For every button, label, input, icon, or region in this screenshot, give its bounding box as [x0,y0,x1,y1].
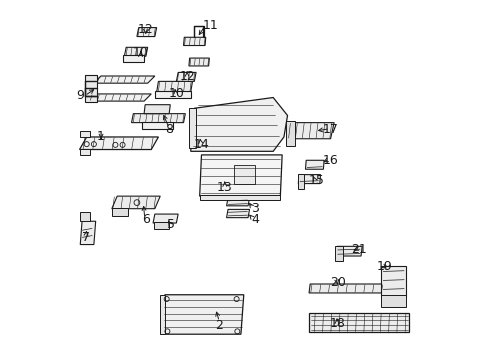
Polygon shape [298,175,320,184]
Polygon shape [156,81,192,92]
Polygon shape [335,246,362,256]
Polygon shape [94,76,155,83]
Polygon shape [183,37,205,45]
Polygon shape [153,214,178,223]
Polygon shape [381,296,405,307]
Text: 10: 10 [132,46,148,59]
Polygon shape [80,149,90,154]
Text: 4: 4 [251,213,259,226]
Polygon shape [142,122,172,129]
Polygon shape [199,195,280,201]
Text: 12: 12 [179,69,195,82]
Text: 12: 12 [138,23,153,36]
Polygon shape [124,47,147,56]
Polygon shape [188,58,209,66]
Polygon shape [80,212,90,221]
Polygon shape [287,123,333,139]
Polygon shape [285,121,294,146]
Polygon shape [154,222,169,229]
Text: 14: 14 [193,138,209,150]
Polygon shape [305,160,324,169]
Text: 11: 11 [202,19,218,32]
Text: 10: 10 [168,87,184,100]
Polygon shape [199,155,282,196]
Text: 21: 21 [351,243,366,256]
Polygon shape [112,208,128,216]
Polygon shape [334,246,343,261]
Text: 17: 17 [322,123,338,136]
Text: 9: 9 [76,89,84,102]
Polygon shape [137,28,156,37]
Text: 2: 2 [215,319,223,332]
Polygon shape [80,221,96,244]
Polygon shape [176,72,196,81]
Polygon shape [233,165,255,184]
Text: 6: 6 [142,213,149,226]
Polygon shape [80,131,90,137]
Polygon shape [226,198,249,206]
Text: 18: 18 [329,317,345,330]
Polygon shape [131,114,185,123]
Polygon shape [162,295,244,334]
Text: 7: 7 [82,231,90,244]
Polygon shape [160,295,164,334]
Text: 8: 8 [165,123,173,136]
Text: 13: 13 [217,181,232,194]
Text: 19: 19 [376,260,391,273]
Polygon shape [85,75,97,102]
Polygon shape [122,55,144,62]
Polygon shape [190,98,287,151]
Polygon shape [381,266,405,297]
Polygon shape [80,137,158,149]
Text: 5: 5 [166,218,175,231]
Text: 3: 3 [251,202,259,215]
Text: 1: 1 [97,130,105,144]
Polygon shape [155,91,190,98]
Text: 16: 16 [322,154,338,167]
Polygon shape [112,196,160,209]
Polygon shape [226,210,249,218]
Polygon shape [188,108,196,148]
Polygon shape [86,94,151,101]
Text: 20: 20 [329,276,345,289]
Polygon shape [308,284,383,293]
Text: 15: 15 [307,174,324,186]
Polygon shape [297,174,303,189]
Polygon shape [308,313,408,332]
Polygon shape [144,105,170,114]
